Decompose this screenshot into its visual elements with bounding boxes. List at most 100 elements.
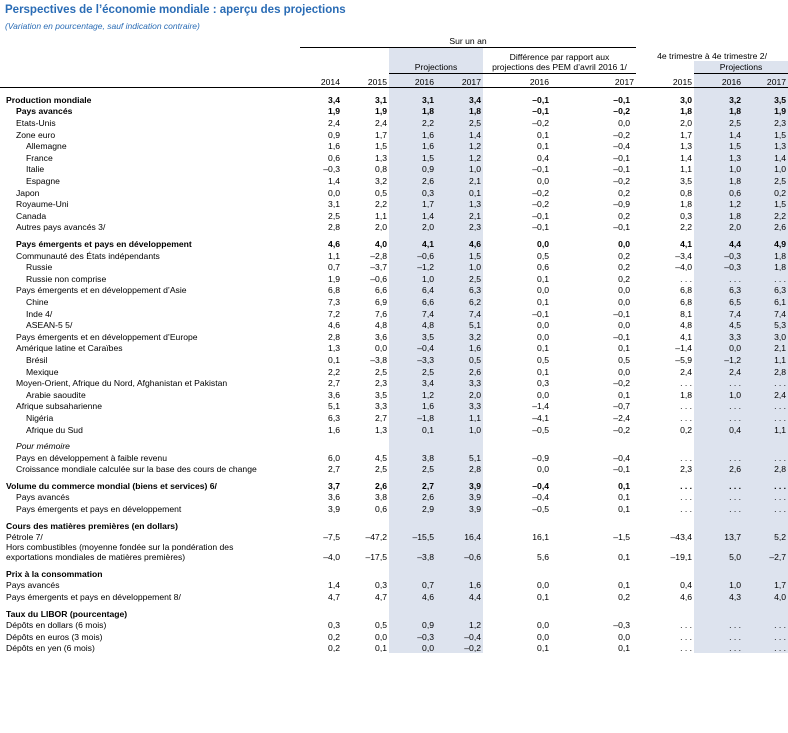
table-row: Pays émergents et en développement d’Eur… [0, 330, 788, 342]
value-cell: –0,2 [613, 378, 631, 389]
value-cell: –0,1 [613, 164, 631, 175]
value-cell: 2,4 [743, 388, 788, 400]
value-cell: 16,4 [436, 530, 483, 543]
value-cell: 0,6 [375, 504, 387, 515]
value-cell: 1,2 [436, 151, 483, 163]
table-row: Afrique subsaharienne 5,1 3,3 1,6 3,3 –1,4 –0,… [0, 399, 788, 412]
value-cell: 1,0 [694, 162, 744, 175]
value-cell: –0,1 [613, 152, 631, 163]
value-cell: 2,7 [328, 378, 340, 389]
value-cell: 2,8 [436, 462, 483, 475]
value-cell: 2,7 [328, 464, 340, 475]
value-cell: 1,8 [694, 104, 744, 117]
value-cell: 2,8 [743, 364, 788, 377]
table-row: Etats-Unis 2,4 2,4 2,2 2,5 –0,2 0,0 2,0 2,5 2,3 [0, 116, 788, 129]
value-cell: 6,6 [389, 295, 436, 307]
value-cell: 5,0 [694, 542, 744, 563]
value-cell: 2,2 [680, 222, 693, 233]
year-header: 2015 [342, 73, 389, 89]
value-cell: 4,6 [328, 239, 340, 249]
row-label: Espagne [26, 176, 60, 187]
row-label: Afrique du Sud [26, 424, 83, 435]
value-cell: 1,8 [743, 260, 788, 273]
table-row: Mexique 2,2 2,5 2,5 2,6 0,1 0,0 2,4 2,4 2,8 [0, 364, 788, 377]
value-cell [743, 434, 788, 452]
value-cell: 0,0 [618, 239, 631, 249]
value-cell: 6,8 [328, 285, 340, 296]
value-cell: 2,6 [743, 220, 788, 233]
row-label: Japon [16, 187, 40, 198]
value-cell: . . . [743, 376, 788, 389]
value-cell [743, 562, 788, 579]
value-cell: 4,0 [375, 239, 387, 249]
value-cell: 2,6 [436, 364, 483, 377]
value-cell [636, 562, 694, 579]
value-cell: 7,4 [743, 306, 788, 319]
value-cell: 0,1 [436, 186, 483, 198]
value-cell: 0,5 [375, 187, 387, 198]
value-cell: 2,3 [436, 220, 483, 233]
value-cell: 0,2 [618, 273, 631, 284]
value-cell: 3,8 [375, 492, 387, 503]
value-cell: 0,1 [618, 343, 631, 354]
value-cell: 3,0 [743, 330, 788, 342]
value-cell: 1,3 [743, 139, 788, 152]
value-cell: . . . [694, 272, 744, 284]
value-cell: 0,0 [537, 331, 549, 342]
value-cell [436, 602, 483, 619]
value-cell: 0,4 [680, 580, 693, 591]
value-cell [636, 435, 694, 452]
value-cell: 4,4 [694, 232, 744, 249]
value-cell: 4,7 [375, 592, 387, 603]
value-cell: –0,1 [532, 94, 549, 105]
value-cell: 1,1 [436, 411, 483, 423]
value-cell: 2,5 [375, 366, 387, 377]
value-cell: 3,2 [375, 176, 387, 187]
table-row: Production mondiale 3,4 3,1 3,1 3,4 –0,1 –0,1 3… [0, 87, 788, 105]
value-cell [436, 434, 483, 452]
value-cell: 7,4 [389, 306, 436, 319]
value-cell: 0,0 [537, 620, 549, 631]
value-cell: –0,4 [436, 630, 483, 642]
value-cell: 1,6 [389, 139, 436, 152]
value-cell: . . . [680, 631, 693, 642]
value-cell [483, 514, 551, 531]
value-cell: –0,6 [436, 542, 483, 563]
value-cell: 1,9 [328, 273, 340, 284]
value-cell: 3,6 [328, 389, 340, 400]
value-cell: 0,6 [537, 262, 549, 273]
value-cell: 0,0 [618, 320, 631, 331]
value-cell: –2,4 [613, 412, 631, 423]
value-cell: 3,6 [375, 331, 387, 342]
row-label: Nigéria [26, 412, 54, 423]
value-cell: 4,9 [743, 232, 788, 249]
table-row: Dépôts en euros (3 mois) 0,2 0,0 –0,3 –0,4 0,… [0, 630, 788, 642]
row-label: Pétrole 7/ [6, 532, 43, 543]
value-cell: 1,8 [389, 104, 436, 117]
value-cell: 3,9 [436, 490, 483, 503]
value-cell: 0,0 [375, 343, 387, 354]
value-cell: 2,5 [436, 116, 483, 129]
value-cell: 1,6 [328, 141, 340, 152]
value-cell: –0,3 [389, 630, 436, 642]
value-cell: 3,1 [375, 94, 387, 105]
value-cell: 1,5 [389, 151, 436, 163]
value-cell: 2,4 [680, 366, 693, 377]
row-label: Afrique subsaharienne [16, 401, 102, 412]
value-cell: 3,3 [436, 376, 483, 389]
value-cell: –0,1 [532, 164, 549, 175]
table-row: Volume du commerce mondial (biens et ser… [0, 474, 788, 491]
row-label: Cours des matières premières (en dollars… [6, 520, 178, 531]
row-label: Pays émergents et pays en développement [16, 239, 192, 249]
value-cell: 0,1 [618, 492, 631, 503]
row-label: Moyen-Orient, Afrique du Nord, Afghanist… [16, 378, 228, 389]
value-cell: . . . [743, 451, 788, 463]
value-cell: –0,3 [323, 164, 340, 175]
value-cell: –0,2 [613, 129, 631, 140]
value-cell [436, 514, 483, 531]
value-cell: –47,2 [365, 532, 387, 543]
row-label: Brésil [26, 354, 48, 365]
value-cell: 1,5 [743, 197, 788, 210]
value-cell: 1,8 [694, 209, 744, 221]
value-cell: 0,0 [618, 296, 631, 307]
